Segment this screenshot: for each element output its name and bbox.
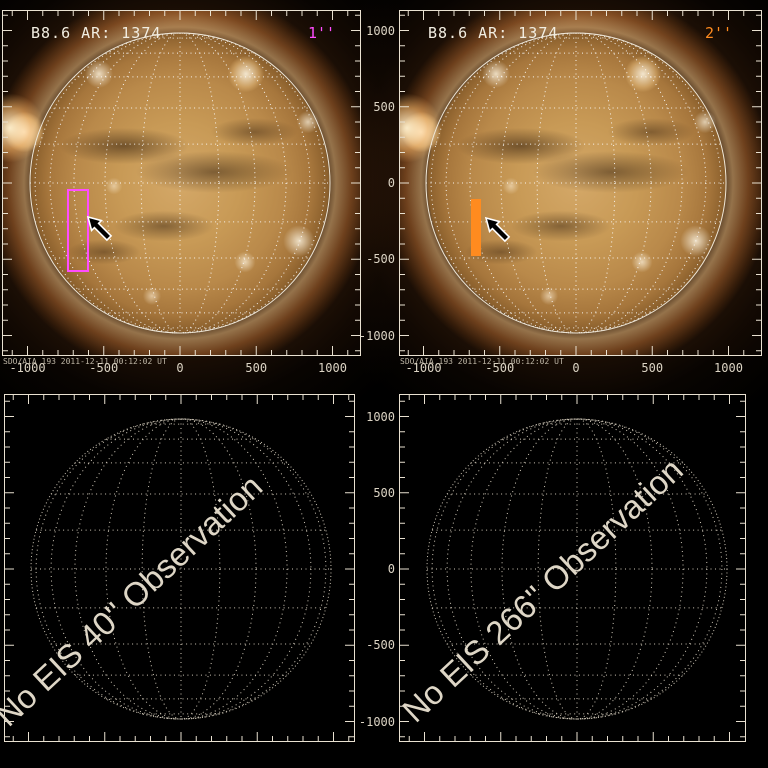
x-tick-label: 0 [176,361,184,375]
image-credit-timestamp: SDO/AIA 193 2011-12-11 00:12:02 UT [400,357,564,366]
x-tick-label: -500 [89,361,119,375]
x-tick-label: 1000 [714,361,743,375]
target-arrow-icon [86,215,113,242]
y-tick-label: -1000 [358,714,395,729]
slit-width-label: 2'' [705,24,733,42]
y-tick-label: 0 [387,176,395,190]
y-tick-label: -1000 [358,328,395,343]
panel-eis-266: No EIS 266'' Observation [395,394,746,742]
y-tick-label: 0 [387,562,395,576]
x-tick-label: 1000 [318,361,347,375]
x-tick-label: 500 [245,361,268,375]
panel-eis-40: No EIS 40'' Observation [0,394,355,742]
panel-aia-193-slit2: B8.6 AR: 1374 2'' SDO/AIA 193 2011-12-11… [399,10,762,366]
x-tick-label: 0 [572,361,580,375]
y-tick-label: 500 [373,99,395,114]
x-tick-label: -1000 [405,361,442,375]
x-tick-label: -500 [485,361,515,375]
solar-grid-and-axes [4,394,355,742]
y-tick-label: 1000 [366,23,395,38]
panel-aia-193-slit1: B8.6 AR: 1374 1'' SDO/AIA 193 2011-12-11… [2,10,361,366]
image-credit-timestamp: SDO/AIA 193 2011-12-11 00:12:02 UT [3,357,167,366]
y-tick-label: 500 [373,485,395,500]
y-tick-label: -500 [366,638,395,653]
solar-grid-and-axes [399,394,746,742]
solar-grid-and-axes [2,10,361,356]
target-arrow-icon [484,216,511,243]
solar-grid-and-axes [399,10,762,356]
slit-width-label: 1'' [308,24,336,42]
eis-fov-box-1arcsec [67,189,89,272]
x-tick-label: -1000 [9,361,46,375]
flare-ar-label: B8.6 AR: 1374 [31,24,162,42]
y-tick-label: 1000 [366,409,395,424]
flare-ar-label: B8.6 AR: 1374 [428,24,559,42]
y-tick-label: -500 [366,252,395,267]
x-tick-label: 500 [641,361,664,375]
eis-fov-box-2arcsec [471,199,481,256]
